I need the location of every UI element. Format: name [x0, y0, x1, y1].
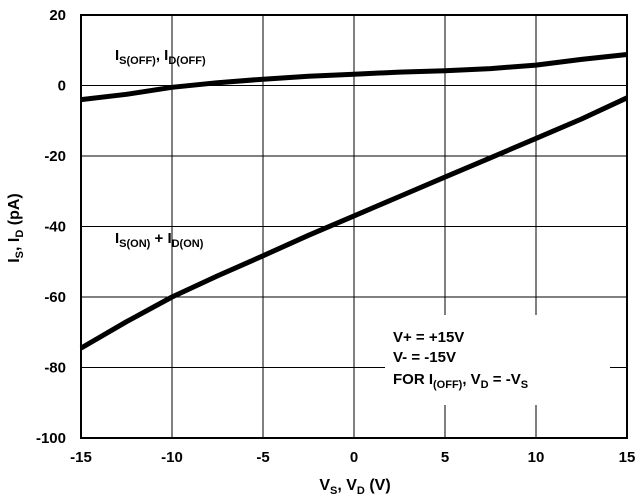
y-tick-label: -100: [36, 430, 66, 447]
conditions-line-3: FOR I(OFF), VD = -VS: [393, 371, 528, 391]
y-tick-label: -80: [44, 360, 66, 377]
y-tick-label: -60: [44, 289, 66, 306]
conditions-line-1: V+ = +15V: [393, 329, 464, 346]
series-label-on: IS(ON) + ID(ON): [115, 230, 204, 250]
x-tick-label: 10: [528, 449, 545, 466]
y-tick-label: -20: [44, 148, 66, 165]
x-axis-label: VS, VD (V): [319, 477, 390, 497]
series-lines: [79, 52, 629, 351]
series-line-off: [80, 52, 628, 103]
tick-labels: -15 -10 -5 0 5 10 15 20 0 -20 -40 -60 -80 -100: [36, 7, 635, 466]
x-tick-label: -5: [256, 449, 269, 466]
y-tick-label: 20: [49, 7, 66, 24]
x-tick-label: 0: [350, 449, 358, 466]
conditions-line-2: V- = -15V: [393, 349, 456, 366]
x-tick-label: 5: [441, 449, 449, 466]
y-tick-label: -40: [44, 219, 66, 236]
x-tick-label: -10: [161, 449, 183, 466]
plot-frame: [80, 14, 628, 439]
conditions-backdrop: [385, 315, 610, 405]
series-line-on: [79, 95, 629, 351]
x-tick-label: -15: [70, 449, 92, 466]
x-tick-label: 15: [619, 449, 636, 466]
y-axis-label: IS, ID (pA): [6, 193, 26, 263]
y-tick-label: 0: [58, 78, 66, 95]
series-label-off: IS(OFF), ID(OFF): [115, 47, 206, 67]
